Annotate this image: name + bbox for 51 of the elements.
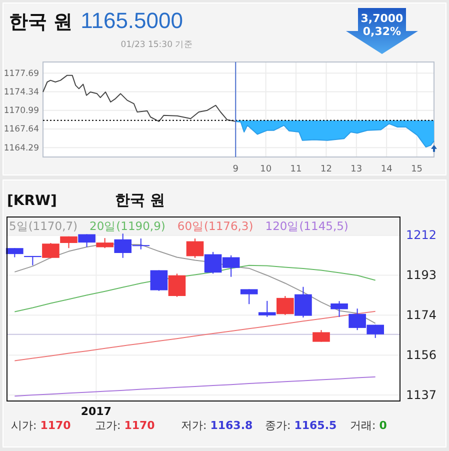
candlestick [150,270,168,292]
y-tick-label: 1177.69 [4,68,39,79]
series-label: 5일(1170,7) [9,219,78,233]
x-tick-label: 10 [260,164,272,174]
y-tick-label: 1212 [406,228,437,242]
line-series [42,74,236,122]
x-tick-label: 12 [320,164,332,174]
candlestick [312,330,330,342]
x-tick-label: 11 [290,164,302,174]
x-tick-label: 9 [232,164,239,174]
text: 거래: 0 [350,419,388,432]
candlestick [294,286,312,318]
x-tick-label: 2017 [80,405,112,418]
candlestick [6,248,24,258]
text: 120일(1145,5) [265,219,348,233]
candlestick [186,238,204,258]
candlestick [168,273,186,298]
y-tick-label: 1174 [406,308,437,322]
text: 고가: 1170 [95,419,156,432]
line-series [14,310,376,362]
y-tick-label: 1170.99 [4,106,39,116]
candlestick [24,255,42,266]
text: [KRW] [7,193,57,209]
text: 시가: 1170 [11,419,72,432]
y-tick-label: 1164.29 [4,143,39,154]
y-tick-label: 1156 [406,348,437,362]
line-series [14,376,376,397]
y-tick-label: 1137 [406,388,437,402]
x-tick-label: 14 [380,164,393,174]
y-tick-label: 1193 [406,268,437,282]
text: 20일(1190,9) [90,219,166,233]
text: 종가: 1165.5 [265,419,337,432]
candlestick [258,300,276,318]
text: 0,32% [362,25,402,38]
text: 저가: 1163.8 [181,419,253,432]
candlestick [240,288,258,305]
text: 60일(1176,3) [177,219,254,233]
text: 3,7000 [360,12,404,25]
x-tick-label: 15 [411,164,423,174]
y-tick-label: 1167.64 [4,124,39,135]
y-tick-label: 1174.34 [4,88,39,98]
candlestick [330,300,348,318]
chart-title: 한국 원 [115,191,166,209]
candlestick [276,296,294,316]
text: 1165.5000 [80,8,183,33]
x-tick-label: 13 [350,164,362,174]
chart-subtitle: 01/23 15:30 기준 [120,40,194,50]
chart-title: 한국 원 [9,11,73,33]
candlestick [78,234,96,248]
candlestick [42,242,60,259]
candlestick [96,238,114,249]
